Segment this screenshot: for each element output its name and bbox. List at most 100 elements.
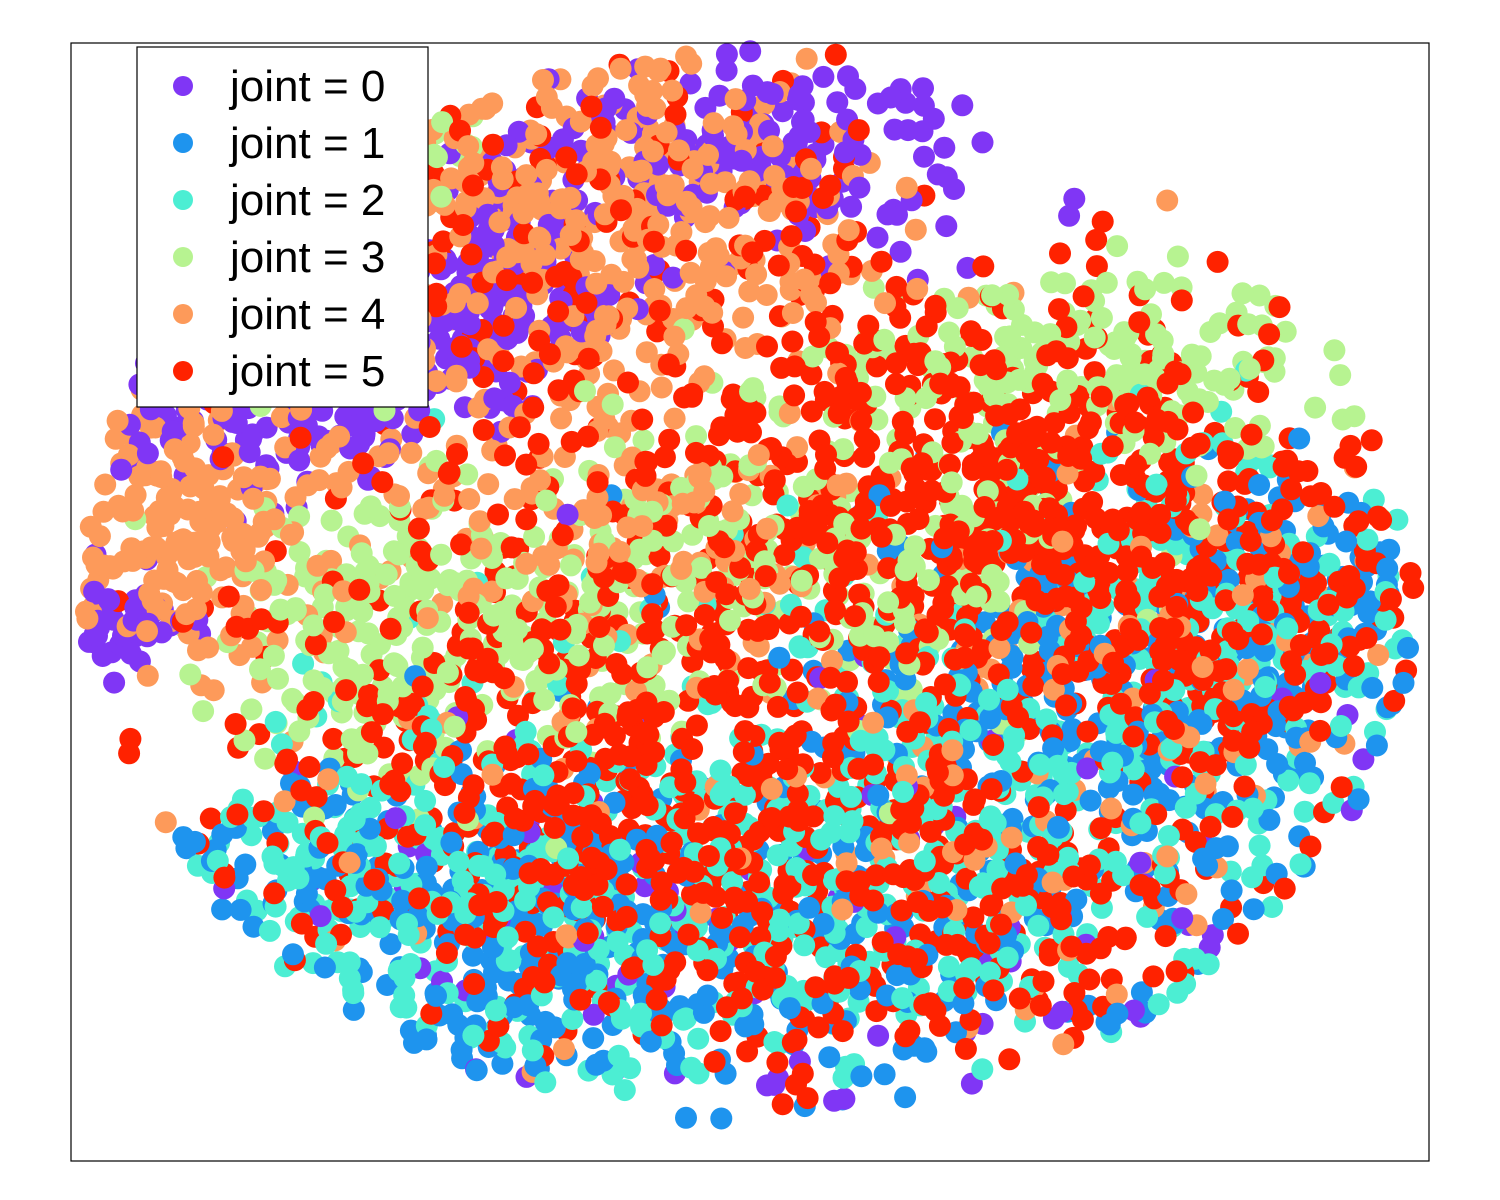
scatter-point-joint-1 [342,998,365,1021]
scatter-point-joint-4 [488,211,511,234]
scatter-point-joint-5 [304,633,327,656]
scatter-point-joint-4 [671,492,694,515]
scatter-point-joint-5 [514,920,537,943]
scatter-point-joint-5 [1037,843,1060,866]
scatter-point-joint-2 [1276,617,1299,640]
scatter-point-joint-2 [986,858,1009,881]
scatter-point-joint-5 [783,355,806,378]
scatter-point-joint-5 [853,445,876,468]
scatter-point-joint-5 [1032,970,1055,993]
scatter-point-joint-5 [1360,429,1383,452]
scatter-point-joint-2 [1003,724,1026,747]
scatter-point-joint-5 [879,494,902,517]
scatter-point-joint-5 [791,1062,814,1085]
scatter-point-joint-3 [1083,326,1106,349]
scatter-point-joint-4 [76,607,99,630]
scatter-point-joint-0 [826,91,849,114]
scatter-point-joint-3 [288,720,311,743]
scatter-point-joint-0 [912,77,934,100]
scatter-point-joint-0 [238,441,261,464]
scatter-point-joint-4 [516,183,539,206]
scatter-point-joint-2 [414,789,437,812]
scatter-point-joint-4 [515,164,538,187]
scatter-point-joint-4 [738,280,761,303]
scatter-point-joint-3 [388,543,410,566]
scatter-point-joint-1 [1365,734,1388,757]
scatter-point-joint-5 [199,807,222,830]
scatter-point-joint-5 [1299,835,1322,858]
scatter-point-joint-5 [1240,423,1263,446]
scatter-point-joint-4 [468,510,491,533]
scatter-point-joint-5 [1062,865,1085,888]
scatter-point-joint-4 [729,482,752,505]
scatter-point-joint-0 [933,136,956,159]
scatter-point-joint-1 [282,943,304,966]
scatter-point-joint-4 [202,423,225,446]
scatter-point-joint-3 [938,321,961,344]
scatter-point-joint-1 [1042,737,1065,760]
scatter-point-joint-0 [110,458,133,481]
scatter-point-joint-5 [1250,623,1273,646]
scatter-points [75,40,1425,1130]
scatter-point-joint-5 [1049,897,1072,920]
scatter-point-joint-3 [1199,321,1222,343]
scatter-point-joint-1 [211,898,234,921]
scatter-point-joint-0 [834,141,856,164]
scatter-point-joint-5 [1268,296,1291,319]
scatter-point-joint-1 [491,1052,514,1075]
scatter-point-joint-5 [979,894,1002,917]
scatter-point-joint-2 [338,951,361,974]
scatter-point-joint-2 [561,1008,584,1030]
scatter-point-joint-1 [1347,788,1370,811]
scatter-point-joint-0 [812,65,835,88]
scatter-point-joint-5 [924,408,946,431]
scatter-point-joint-0 [556,503,579,526]
scatter-point-joint-4 [538,553,561,576]
scatter-point-joint-5 [371,703,394,726]
scatter-point-joint-3 [685,425,708,448]
scatter-point-joint-5 [591,895,614,918]
scatter-point-joint-2 [680,1056,703,1079]
scatter-point-joint-1 [1058,730,1081,753]
scatter-point-joint-1 [582,1027,605,1050]
scatter-point-joint-1 [1294,751,1316,774]
scatter-point-joint-2 [447,850,470,873]
scatter-point-joint-4 [835,852,858,875]
scatter-point-joint-1 [675,1106,697,1129]
scatter-point-joint-4 [250,579,273,601]
scatter-point-joint-1 [639,1030,662,1053]
scatter-point-joint-4 [941,739,964,762]
scatter-point-joint-2 [1053,783,1075,806]
scatter-point-joint-5 [736,1040,759,1063]
scatter-point-joint-5 [737,765,760,787]
scatter-point-joint-5 [371,471,394,494]
scatter-point-joint-3 [790,569,813,592]
scatter-point-joint-5 [562,804,585,827]
scatter-point-joint-5 [577,347,600,370]
scatter-point-joint-5 [418,416,441,438]
scatter-point-joint-5 [274,752,297,775]
scatter-point-joint-4 [527,226,550,249]
scatter-point-joint-4 [1206,524,1229,547]
scatter-point-joint-3 [997,283,1020,306]
scatter-point-joint-3 [1323,339,1346,362]
scatter-point-joint-3 [801,345,824,368]
scatter-point-joint-2 [532,764,555,787]
scatter-point-joint-4 [795,47,818,70]
scatter-point-joint-5 [865,1000,888,1023]
scatter-point-joint-5 [1309,691,1332,714]
scatter-point-joint-5 [1165,960,1188,983]
scatter-point-joint-3 [690,556,713,579]
scatter-point-joint-4 [650,376,673,399]
scatter-point-joint-3 [866,408,889,431]
scatter-point-joint-5 [780,225,803,248]
scatter-point-joint-5 [894,1025,917,1048]
scatter-point-joint-2 [1237,610,1260,633]
scatter-point-joint-2 [264,710,287,733]
scatter-point-joint-1 [465,1059,488,1082]
scatter-point-joint-4 [717,206,740,229]
scatter-point-joint-4 [503,488,526,511]
scatter-point-joint-3 [1248,284,1271,307]
scatter-point-joint-2 [792,546,814,569]
scatter-point-joint-3 [1056,372,1079,395]
